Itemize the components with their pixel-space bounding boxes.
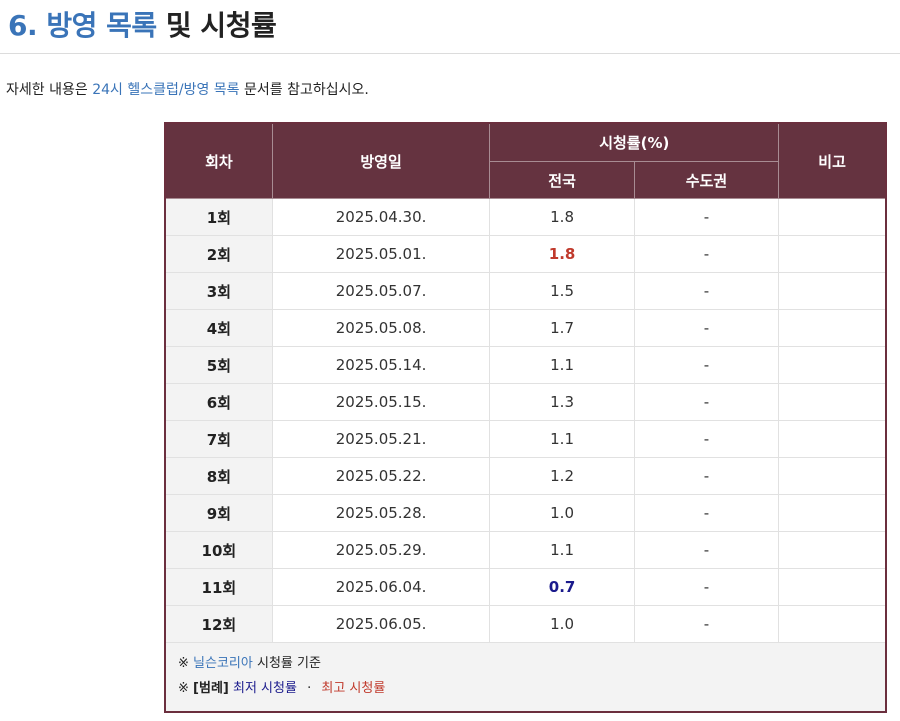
footnote-source: ※ 닐슨코리아 시청률 기준	[178, 651, 873, 676]
footnote-source-text: 시청률 기준	[257, 656, 321, 671]
section-number: 6.	[8, 9, 38, 42]
note-cell	[778, 383, 887, 421]
nationwide-rating-cell: 0.7	[489, 568, 635, 606]
nationwide-rating-cell: 1.1	[489, 420, 635, 458]
table-row: 5회 2025.05.14. 1.1-	[164, 346, 887, 384]
capital-rating-cell: -	[633, 272, 780, 310]
table-row: 12회 2025.06.05. 1.0-	[164, 605, 887, 643]
air-date-cell: 2025.05.28.	[271, 494, 491, 532]
table-row: 8회 2025.05.22. 1.2-	[164, 457, 887, 495]
note-cell	[778, 346, 887, 384]
capital-rating-cell: -	[633, 494, 780, 532]
episode-cell: 3회	[164, 272, 273, 310]
section-heading: 6. 방영 목록 및 시청률	[8, 4, 277, 44]
episode-cell: 12회	[164, 605, 273, 643]
note-cell	[778, 420, 887, 458]
episode-cell: 1회	[164, 198, 273, 236]
intro-prefix: 자세한 내용은	[6, 82, 88, 98]
intro-text: 자세한 내용은 24시 헬스클럽/방영 목록 문서를 참고하십시오.	[6, 79, 369, 99]
note-cell	[778, 235, 887, 273]
note-cell	[778, 568, 887, 606]
nielsen-korea-link[interactable]: 닐슨코리아	[193, 656, 253, 671]
episode-cell: 9회	[164, 494, 273, 532]
episode-cell: 8회	[164, 457, 273, 495]
section-heading-rest: 및 시청률	[165, 9, 277, 42]
nationwide-rating-cell: 1.0	[489, 494, 635, 532]
air-date-cell: 2025.05.15.	[271, 383, 491, 421]
air-date-cell: 2025.05.14.	[271, 346, 491, 384]
nationwide-rating-cell: 1.2	[489, 457, 635, 495]
nationwide-rating-cell: 1.7	[489, 309, 635, 347]
header-notes: 비고	[778, 122, 887, 199]
header-capital-area: 수도권	[633, 161, 780, 199]
air-date-cell: 2025.04.30.	[271, 198, 491, 236]
capital-rating-cell: -	[633, 605, 780, 643]
episode-cell: 6회	[164, 383, 273, 421]
table-row: 10회 2025.05.29. 1.1-	[164, 531, 887, 569]
nationwide-rating-cell: 1.3	[489, 383, 635, 421]
table-row: 1회 2025.04.30. 1.8-	[164, 198, 887, 236]
episode-cell: 5회	[164, 346, 273, 384]
intro-suffix: 문서를 참고하십시오.	[244, 82, 369, 98]
capital-rating-cell: -	[633, 568, 780, 606]
note-cell	[778, 605, 887, 643]
nationwide-rating-cell: 1.1	[489, 531, 635, 569]
air-date-cell: 2025.05.07.	[271, 272, 491, 310]
table-row: 9회 2025.05.28. 1.0-	[164, 494, 887, 532]
air-date-cell: 2025.05.22.	[271, 457, 491, 495]
note-cell	[778, 272, 887, 310]
air-date-cell: 2025.05.01.	[271, 235, 491, 273]
episode-cell: 11회	[164, 568, 273, 606]
capital-rating-cell: -	[633, 198, 780, 236]
capital-rating-cell: -	[633, 309, 780, 347]
episode-ratings-table: 회차 방영일 시청률(%) 비고 전국 수도권 1회 2025.04.30. 1.8…	[164, 122, 887, 713]
episode-cell: 4회	[164, 309, 273, 347]
header-ratings: 시청률(%)	[489, 122, 780, 162]
air-date-cell: 2025.06.05.	[271, 605, 491, 643]
table-row: 4회 2025.05.08. 1.7-	[164, 309, 887, 347]
legend-label: [범례]	[193, 681, 229, 696]
capital-rating-cell: -	[633, 457, 780, 495]
episode-cell: 2회	[164, 235, 273, 273]
air-date-cell: 2025.05.21.	[271, 420, 491, 458]
nationwide-rating-cell: 1.5	[489, 272, 635, 310]
note-cell	[778, 457, 887, 495]
header-air-date: 방영일	[271, 122, 491, 199]
footnote-mark: ※	[178, 656, 189, 671]
table-row: 11회 2025.06.04. 0.7-	[164, 568, 887, 606]
header-nationwide: 전국	[489, 161, 635, 199]
footnote-mark: ※	[178, 681, 189, 696]
intro-document-link[interactable]: 24시 헬스클럽/방영 목록	[92, 82, 240, 98]
table-row: 7회 2025.05.21. 1.1-	[164, 420, 887, 458]
table-row: 3회 2025.05.07. 1.5-	[164, 272, 887, 310]
table-footnote: ※ 닐슨코리아 시청률 기준 ※ [범례] 최저 시청률 · 최고 시청률	[164, 642, 887, 713]
note-cell	[778, 309, 887, 347]
air-date-cell: 2025.05.08.	[271, 309, 491, 347]
note-cell	[778, 198, 887, 236]
capital-rating-cell: -	[633, 383, 780, 421]
nationwide-rating-cell: 1.8	[489, 198, 635, 236]
legend-highest: 최고 시청률	[321, 681, 386, 696]
legend-lowest: 최저 시청률	[233, 681, 297, 696]
legend-separator: ·	[307, 681, 312, 696]
capital-rating-cell: -	[633, 420, 780, 458]
heading-divider	[0, 53, 900, 54]
capital-rating-cell: -	[633, 346, 780, 384]
footnote-legend: ※ [범례] 최저 시청률 · 최고 시청률	[178, 676, 873, 701]
air-date-cell: 2025.06.04.	[271, 568, 491, 606]
table-row: 2회 2025.05.01. 1.8-	[164, 235, 887, 273]
nationwide-rating-cell: 1.1	[489, 346, 635, 384]
episode-cell: 7회	[164, 420, 273, 458]
capital-rating-cell: -	[633, 531, 780, 569]
air-date-cell: 2025.05.29.	[271, 531, 491, 569]
note-cell	[778, 494, 887, 532]
header-episode: 회차	[164, 122, 273, 199]
section-link-broadcast-list[interactable]: 방영 목록	[46, 9, 157, 42]
nationwide-rating-cell: 1.8	[489, 235, 635, 273]
table-row: 6회 2025.05.15. 1.3-	[164, 383, 887, 421]
note-cell	[778, 531, 887, 569]
nationwide-rating-cell: 1.0	[489, 605, 635, 643]
capital-rating-cell: -	[633, 235, 780, 273]
episode-cell: 10회	[164, 531, 273, 569]
